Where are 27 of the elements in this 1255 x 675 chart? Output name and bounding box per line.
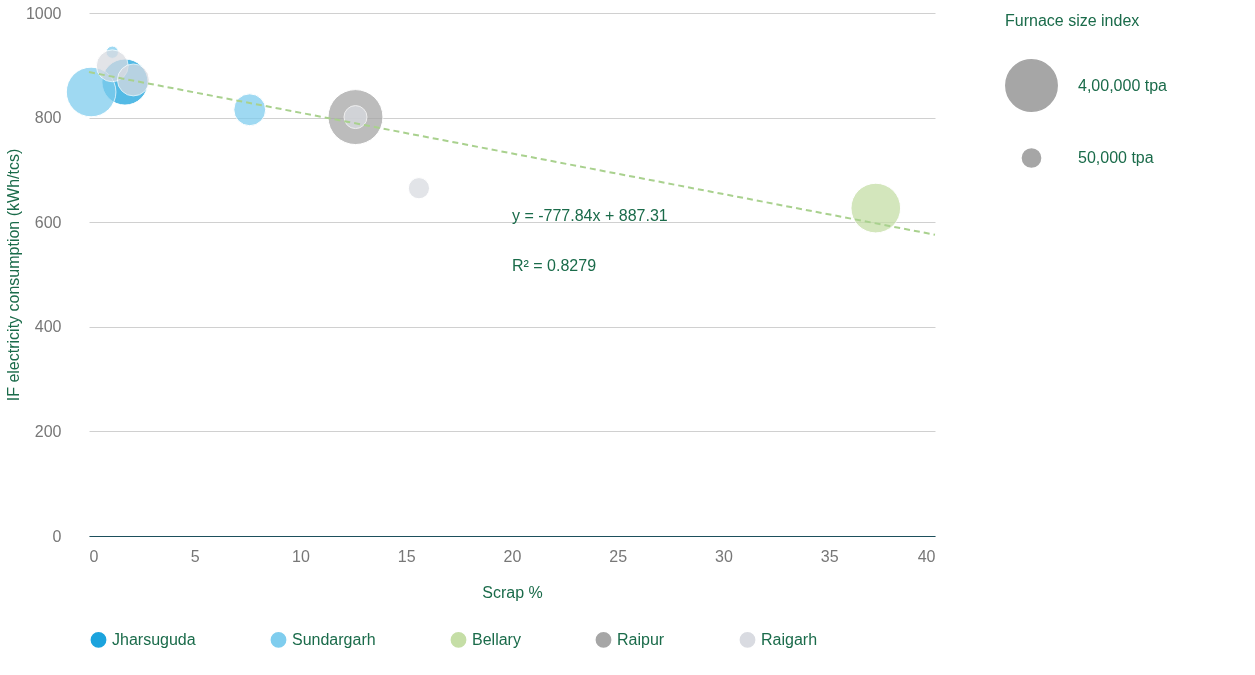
x-tick-label: 40 — [917, 547, 936, 565]
legend-label: 4,00,000 tpa — [1078, 76, 1168, 94]
legend-label: 50,000 tpa — [1078, 149, 1154, 166]
y-tick-label: 200 — [34, 422, 62, 440]
y-tick-label: 1000 — [25, 4, 62, 22]
y-tick-label: 800 — [34, 109, 62, 127]
y-tick-label: 600 — [34, 213, 62, 231]
x-tick-label: 0 — [89, 547, 99, 565]
x-axis-title: Scrap % — [482, 583, 543, 601]
annotation: R² = 0.8279 — [512, 257, 597, 274]
legend-label: Jharsuguda — [112, 630, 196, 648]
legend-label: Sundargarh — [292, 630, 376, 648]
y-axis-title: IF electricity consumption (kWh/tcs) — [4, 148, 22, 402]
annotation: y = -777.84x + 887.31 — [512, 207, 668, 224]
y-tick-label: 0 — [52, 527, 62, 545]
x-tick-label: 35 — [820, 547, 839, 565]
x-tick-label: 10 — [292, 547, 310, 565]
x-tick-label: 30 — [715, 547, 733, 565]
y-tick-label: 400 — [34, 318, 62, 336]
x-tick-label: 5 — [190, 547, 200, 565]
legend-label: Raigarh — [761, 630, 818, 648]
legend-label: Raipur — [617, 630, 665, 648]
x-tick-label: 20 — [503, 547, 522, 565]
legend-title: Furnace size index — [1005, 12, 1140, 29]
legend-label: Bellary — [472, 630, 521, 648]
x-tick-label: 25 — [609, 547, 628, 565]
x-tick-label: 15 — [397, 547, 416, 565]
